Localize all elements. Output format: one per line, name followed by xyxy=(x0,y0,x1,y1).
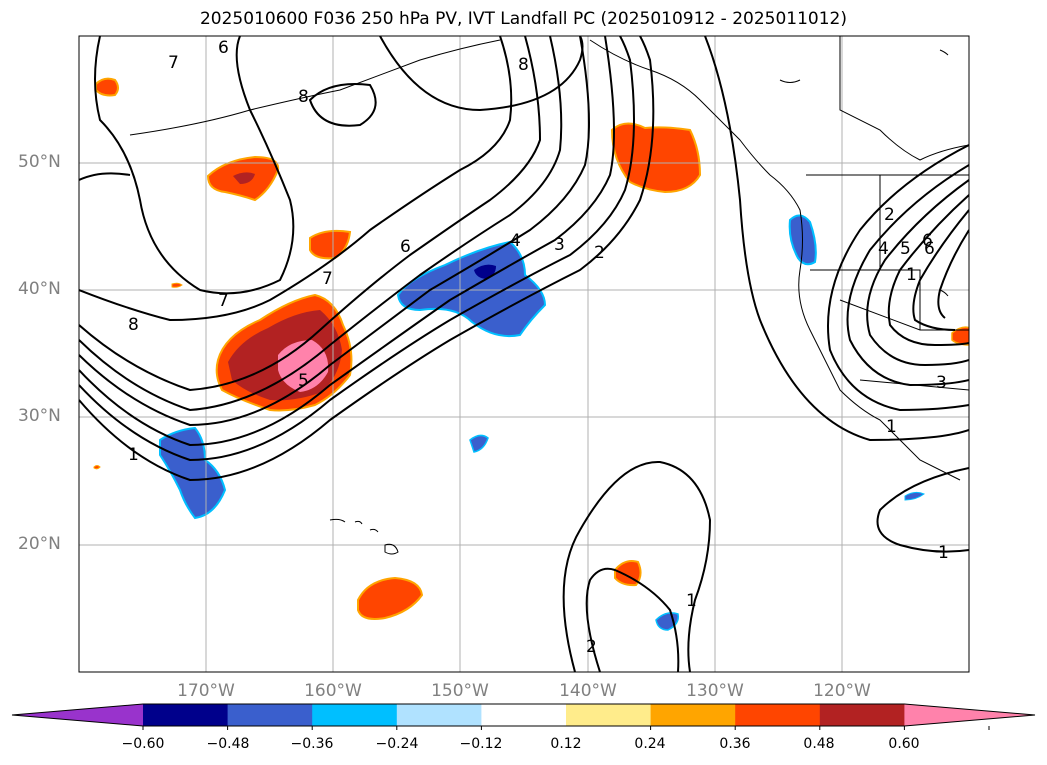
colorbar-segment xyxy=(735,704,821,726)
contour-label: 6 xyxy=(218,38,229,58)
lon-label: 160°W xyxy=(304,681,362,701)
lat-label: 50°N xyxy=(18,152,61,172)
colorbar-segment xyxy=(566,704,652,726)
colorbar-segment xyxy=(650,704,736,726)
graticule xyxy=(79,36,969,672)
contour-label: 8 xyxy=(128,315,139,335)
contour-label: 1 xyxy=(938,543,949,563)
contour-label: 4 xyxy=(878,239,889,259)
colorbar-tick: 0.36 xyxy=(719,736,751,752)
colorbar-extend-min xyxy=(12,704,143,726)
contour-label: 3 xyxy=(554,235,565,255)
contour-label: 4 xyxy=(510,231,521,251)
contour-label: 7 xyxy=(168,53,179,73)
lon-label: 150°W xyxy=(431,681,489,701)
contour-label: 1 xyxy=(128,445,139,465)
colorbar-tick: −0.36 xyxy=(290,736,334,752)
colorbar-tick: 0.60 xyxy=(888,736,920,752)
colorbar-segment xyxy=(396,704,482,726)
contour-label: 6 xyxy=(924,239,935,259)
contour-label: 8 xyxy=(298,87,309,107)
lat-label: 40°N xyxy=(18,279,61,299)
coastlines xyxy=(129,36,969,555)
colorbar-tick: 0.12 xyxy=(550,736,582,752)
colorbar-extend-max xyxy=(904,704,1035,726)
colorbar-tick: −0.12 xyxy=(459,736,503,752)
contour-label: 1 xyxy=(686,591,697,611)
lat-label: 30°N xyxy=(18,406,61,426)
colorbar-segment xyxy=(819,704,905,726)
colorbar-segment xyxy=(481,704,567,726)
colorbar-segment xyxy=(227,704,313,726)
map-panel xyxy=(79,36,969,672)
contour-label: 7 xyxy=(218,291,229,311)
lon-label: 140°W xyxy=(559,681,617,701)
colorbar-tick: −0.48 xyxy=(206,736,250,752)
colorbar-segment xyxy=(143,704,229,726)
colorbar-tick: 0.48 xyxy=(803,736,835,752)
contour-label: 8 xyxy=(518,55,529,75)
contour-label: 1 xyxy=(886,417,897,437)
contour-label: 1 xyxy=(906,265,917,285)
contour-label: 5 xyxy=(298,371,309,391)
colorbar-segment xyxy=(312,704,398,726)
map-title: 2025010600 F036 250 hPa PV, IVT Landfall… xyxy=(199,9,847,29)
contour-labels: 6 7 8 8 6 7 7 8 1 5 6 4 3 2 2 4 5 6 1 3 … xyxy=(128,38,949,657)
contour-label: 6 xyxy=(400,237,411,257)
lon-label: 120°W xyxy=(813,681,871,701)
contour-label: 2 xyxy=(884,205,895,225)
lon-label: 130°W xyxy=(686,681,744,701)
colorbar-tick: −0.24 xyxy=(375,736,419,752)
colorbar-tick: −0.60 xyxy=(121,736,165,752)
colorbar-tick: 0.24 xyxy=(634,736,666,752)
contour-label: 5 xyxy=(900,239,911,259)
lat-label: 20°N xyxy=(18,534,61,554)
contour-label: 7 xyxy=(322,269,333,289)
contour-label: 6 xyxy=(922,231,933,251)
contour-label: 2 xyxy=(594,243,605,263)
ivt-contours xyxy=(79,36,969,672)
colorbar xyxy=(11,703,1036,730)
contour-label: 3 xyxy=(936,373,947,393)
contour-label: 2 xyxy=(586,637,597,657)
map-frame xyxy=(78,35,970,673)
lon-label: 170°W xyxy=(177,681,235,701)
